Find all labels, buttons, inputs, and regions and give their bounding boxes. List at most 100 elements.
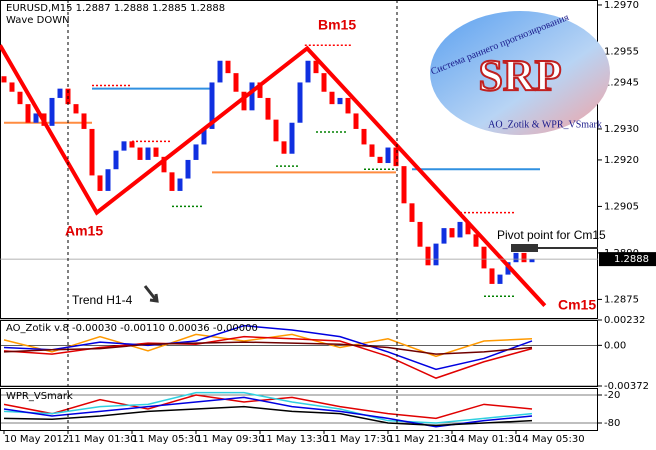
bar bbox=[273, 119, 279, 142]
x-tick-label: 11 May 17:30 bbox=[324, 434, 393, 445]
y-tick-label: 0.00 bbox=[604, 340, 626, 351]
bar bbox=[385, 147, 391, 164]
y-tick-label: 1.2955 bbox=[604, 46, 639, 57]
price-box bbox=[599, 252, 656, 267]
pane-frame bbox=[0, 388, 598, 431]
bar bbox=[497, 274, 503, 284]
bar bbox=[409, 203, 415, 222]
logo-authors: AO_Zotik & WPR_VSmark bbox=[488, 119, 602, 130]
bar bbox=[265, 97, 271, 120]
x-tick-label: 11 May 09:30 bbox=[196, 434, 265, 445]
bar bbox=[193, 144, 199, 160]
current-price: 1.2888 bbox=[614, 254, 649, 265]
x-tick-label: 11 May 21:30 bbox=[388, 434, 457, 445]
zigzag-line bbox=[0, 44, 547, 307]
indicator-line bbox=[3, 324, 533, 371]
bar bbox=[457, 221, 463, 238]
bar bbox=[1, 76, 7, 83]
y-tick-label: 1.2945 bbox=[604, 77, 639, 88]
bar bbox=[145, 147, 151, 160]
bar bbox=[337, 97, 343, 105]
bar bbox=[209, 82, 215, 129]
bar bbox=[129, 141, 135, 148]
bar bbox=[361, 128, 367, 145]
bar bbox=[393, 147, 399, 167]
bar bbox=[233, 73, 239, 92]
bar bbox=[217, 60, 223, 83]
pivot-marker bbox=[511, 244, 538, 252]
bar bbox=[113, 150, 119, 170]
bar bbox=[425, 246, 431, 266]
x-tick-label: 14 May 01:30 bbox=[452, 434, 521, 445]
annotation: Trend H1-4 bbox=[72, 293, 133, 307]
annotation: Am15 bbox=[65, 223, 103, 239]
pane-frame bbox=[0, 0, 598, 319]
annotation: Pivot point for Cm15 bbox=[497, 228, 606, 242]
bar bbox=[17, 91, 23, 105]
annotation: Bm15 bbox=[318, 17, 356, 33]
bar bbox=[305, 60, 311, 83]
bar bbox=[417, 221, 423, 247]
y-tick-label: 1.2930 bbox=[604, 124, 639, 135]
y-tick-label: -0.00372 bbox=[604, 381, 649, 392]
bar bbox=[433, 243, 439, 266]
bar bbox=[521, 252, 527, 263]
symbol-info: EURUSD,M15 1.2887 1.2888 1.2885 1.2888 bbox=[6, 3, 225, 14]
bar bbox=[481, 246, 487, 269]
y-tick-label: -80 bbox=[604, 418, 620, 429]
bar bbox=[377, 156, 383, 164]
bar bbox=[489, 268, 495, 284]
bar bbox=[161, 156, 167, 173]
bar bbox=[57, 88, 63, 98]
bar bbox=[185, 159, 191, 179]
indicator-line bbox=[3, 341, 533, 355]
y-tick-label: 1.2875 bbox=[604, 294, 639, 305]
bar bbox=[513, 252, 519, 263]
bar bbox=[281, 141, 287, 154]
bar bbox=[449, 228, 455, 238]
bar bbox=[345, 97, 351, 114]
trend-arrow bbox=[143, 285, 159, 303]
x-tick-label: 11 May 05:30 bbox=[132, 434, 201, 445]
bar bbox=[105, 169, 111, 191]
bar bbox=[73, 104, 79, 114]
bar bbox=[313, 60, 319, 74]
logo-title: SRP bbox=[478, 51, 561, 100]
bar bbox=[257, 82, 263, 98]
bar bbox=[241, 91, 247, 111]
pane-title: WPR_VSmark bbox=[6, 391, 73, 402]
bar bbox=[473, 234, 479, 247]
y-tick-label: -20 bbox=[604, 390, 620, 401]
bar bbox=[97, 175, 103, 191]
indicator-line bbox=[3, 405, 533, 427]
bar bbox=[369, 144, 375, 157]
pane-title: AO_Zotik v.8 -0.00030 -0.00110 0.00036 -… bbox=[6, 323, 258, 334]
annotation: Cm15 bbox=[558, 297, 596, 313]
logo: Система раннего прогнозирования SRP AO_Z… bbox=[429, 11, 610, 135]
x-tick-label: 14 May 05:30 bbox=[516, 434, 585, 445]
bar bbox=[249, 82, 255, 111]
bar bbox=[177, 178, 183, 191]
bar bbox=[121, 141, 127, 151]
bar bbox=[153, 147, 159, 157]
x-tick-label: 11 May 13:30 bbox=[260, 434, 329, 445]
y-tick-label: 1.2905 bbox=[604, 201, 639, 212]
bar bbox=[201, 128, 207, 145]
bar bbox=[9, 82, 15, 92]
bar bbox=[529, 259, 535, 263]
indicator-line bbox=[3, 396, 533, 428]
bar bbox=[401, 166, 407, 204]
bar bbox=[33, 113, 39, 123]
bar bbox=[321, 73, 327, 92]
indicator-info: Wave DOWN bbox=[6, 15, 70, 26]
bar bbox=[169, 172, 175, 191]
bar bbox=[297, 82, 303, 123]
bar bbox=[329, 91, 335, 105]
bar bbox=[81, 113, 87, 129]
x-tick-label: 10 May 2012 bbox=[4, 434, 69, 445]
bar bbox=[225, 60, 231, 74]
indicator-line bbox=[3, 394, 533, 420]
bar bbox=[289, 122, 295, 154]
